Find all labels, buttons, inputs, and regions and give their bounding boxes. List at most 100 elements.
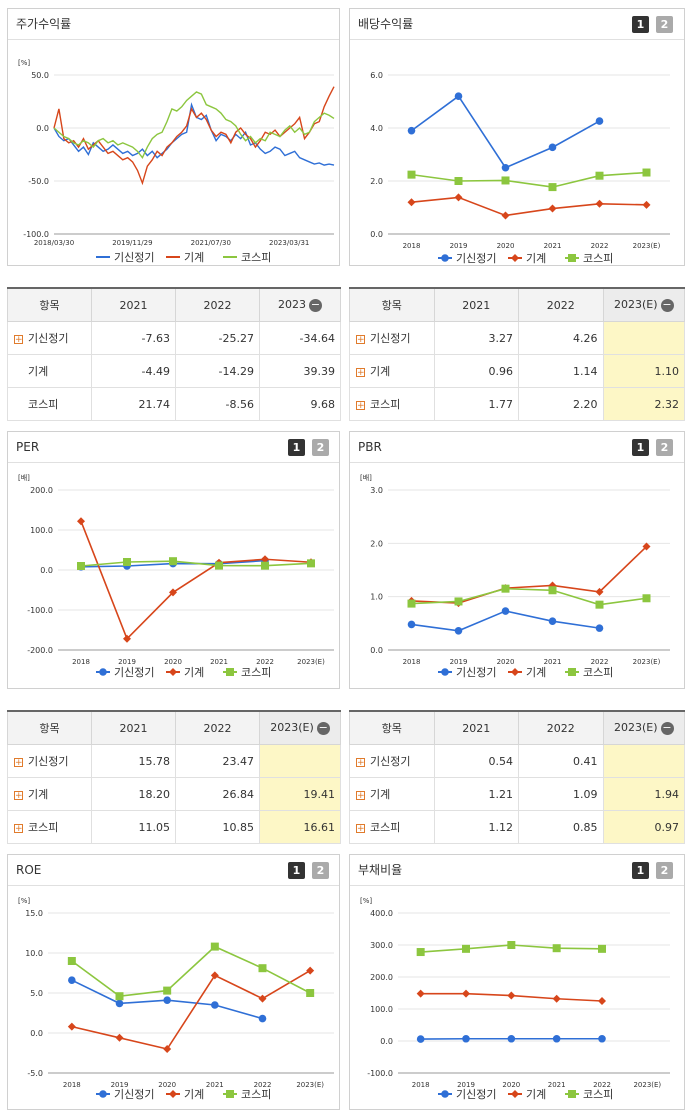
- panel-title: 배당수익률: [358, 17, 414, 31]
- roe-panel: ROE 1 2 [%] -5.0 0.0 5.0 10.0 15.0 2018 2019 202…: [7, 854, 340, 1110]
- legend-label: 기신정기: [114, 1088, 154, 1101]
- data-point: [163, 986, 172, 995]
- data-point: [548, 617, 557, 625]
- collapse-column-icon[interactable]: −: [316, 720, 330, 735]
- table-row: + 기계 1.21 1.09 1.94: [349, 777, 685, 811]
- toggle-button-1[interactable]: 1: [288, 439, 305, 456]
- toggle-button-2[interactable]: 2: [312, 862, 329, 879]
- row-label: + 코스피: [349, 387, 435, 421]
- y-tick-label: -100.0: [367, 1069, 393, 1078]
- data-point: [169, 1090, 177, 1098]
- series-line: [411, 196, 647, 217]
- toggle-button-1[interactable]: 1: [288, 862, 305, 879]
- table-cell: -14.29: [175, 354, 260, 388]
- y-tick-label: -200.0: [27, 646, 53, 655]
- per-panel: PER 1 2 [배] -200.0 -100.0 0.0 100.0 200.0 2018…: [7, 431, 340, 689]
- expand-row-icon[interactable]: +: [356, 757, 365, 768]
- column-header-item: 항목: [7, 710, 92, 745]
- data-point: [507, 991, 516, 1000]
- data-point: [115, 1033, 124, 1042]
- toggle-button-2[interactable]: 2: [656, 439, 673, 456]
- table-cell: -25.27: [175, 321, 260, 355]
- legend-label: 기신정기: [114, 666, 154, 679]
- pbr-panel: PBR 1 2 [배] 0.0 1.0 2.0 3.0 2018 2019 2020 2021 2…: [349, 431, 685, 689]
- x-tick-label: 2018: [403, 658, 421, 666]
- data-point: [568, 668, 576, 676]
- expand-row-icon[interactable]: +: [14, 757, 23, 768]
- data-point: [548, 204, 557, 213]
- row-name: 코스피: [28, 821, 59, 834]
- legend-label: 코스피: [583, 666, 613, 679]
- collapse-column-icon[interactable]: −: [309, 297, 322, 312]
- toggle-button-2[interactable]: 2: [656, 862, 673, 879]
- table-cell: 1.94: [602, 777, 685, 811]
- expand-row-icon[interactable]: +: [14, 790, 23, 801]
- x-tick-label: 2021: [544, 658, 562, 666]
- x-tick-label: 2018: [412, 1081, 430, 1089]
- legend-label: 기계: [184, 1088, 204, 1101]
- x-tick-label: 2022: [254, 1081, 272, 1089]
- expand-row-icon[interactable]: +: [14, 823, 23, 834]
- toggle-button-1[interactable]: 1: [632, 16, 649, 33]
- table-cell: 9.68: [259, 387, 341, 421]
- x-tick-label: 2019: [118, 658, 136, 666]
- table-cell: 4.26: [518, 321, 604, 355]
- y-tick-label: 0.0: [370, 230, 383, 239]
- roe-chart: [%] -5.0 0.0 5.0 10.0 15.0 2018 2019 2020 2021 202…: [18, 897, 334, 1101]
- column-header-year: 2023(E) −: [259, 710, 341, 745]
- axis-unit-label: [배]: [360, 473, 372, 482]
- table-row: + 코스피 1.77 2.20 2.32: [349, 387, 685, 421]
- expand-row-icon[interactable]: +: [356, 400, 365, 411]
- data-point: [306, 989, 315, 997]
- data-point: [501, 163, 510, 172]
- collapse-column-icon[interactable]: −: [660, 720, 674, 735]
- data-point: [595, 171, 604, 180]
- column-header-year: 2022: [175, 710, 260, 745]
- y-tick-label: 2.0: [370, 177, 383, 186]
- row-name: 기신정기: [28, 332, 69, 345]
- row-label: + 코스피: [7, 810, 92, 844]
- column-header-year: 2021: [91, 710, 176, 745]
- legend-label: 기계: [526, 252, 546, 265]
- data-point: [454, 92, 463, 100]
- data-point: [307, 559, 315, 568]
- x-tick-label: 2020: [158, 1081, 176, 1089]
- per-chart: [배] -200.0 -100.0 0.0 100.0 200.0 2018 2019 2020…: [18, 473, 334, 679]
- data-point: [416, 1035, 425, 1043]
- y-tick-label: 0.0: [380, 1037, 393, 1046]
- x-tick-label: 2023(E): [296, 1081, 324, 1089]
- row-label: + 기계: [349, 777, 435, 811]
- table-cell: 0.85: [518, 810, 604, 844]
- expand-row-icon[interactable]: +: [356, 823, 365, 834]
- collapse-column-icon[interactable]: −: [660, 297, 674, 312]
- row-name: 기신정기: [370, 755, 411, 768]
- toggle-button-1[interactable]: 1: [632, 862, 649, 879]
- table-cell: 1.14: [518, 354, 604, 388]
- table-cell: 0.96: [433, 354, 519, 388]
- column-header-item: 항목: [349, 710, 435, 745]
- toggle-button-2[interactable]: 2: [312, 439, 329, 456]
- data-point: [511, 668, 519, 676]
- toggle-button-2[interactable]: 2: [656, 16, 673, 33]
- data-point: [99, 668, 107, 676]
- expand-row-icon[interactable]: +: [14, 334, 23, 345]
- data-point: [163, 996, 171, 1004]
- x-tick-label: 2020: [497, 242, 515, 250]
- y-tick-label: 100.0: [370, 1005, 393, 1014]
- toggle-button-1[interactable]: 1: [632, 439, 649, 456]
- panel-title: PBR: [358, 440, 382, 454]
- data-point: [595, 199, 604, 208]
- data-point: [454, 627, 463, 635]
- expand-row-icon[interactable]: +: [356, 367, 365, 378]
- table-row: + 기계 18.20 26.84 19.41: [7, 777, 341, 811]
- x-tick-label: 2021/07/30: [191, 239, 231, 247]
- data-point: [642, 168, 651, 177]
- expand-row-icon[interactable]: +: [356, 790, 365, 801]
- x-tick-label: 2023(E): [633, 242, 661, 250]
- x-tick-label: 2023(E): [633, 658, 661, 666]
- x-tick-label: 2022: [256, 658, 274, 666]
- legend-label: 코스피: [583, 1088, 613, 1101]
- expand-row-icon[interactable]: +: [356, 334, 365, 345]
- y-tick-label: 5.0: [30, 989, 43, 998]
- data-point: [68, 976, 76, 984]
